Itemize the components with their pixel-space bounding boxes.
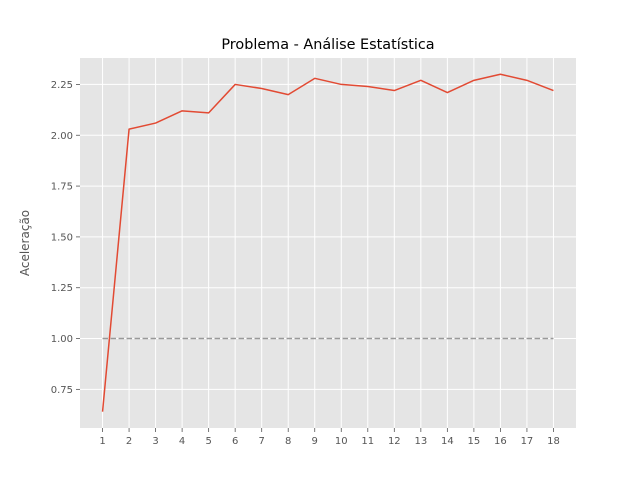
x-tick-label: 18 [547, 436, 560, 447]
x-tick-label: 17 [521, 436, 534, 447]
y-tick-label: 1.75 [51, 182, 73, 193]
x-tick-label: 10 [335, 436, 348, 447]
x-tick-label: 5 [205, 436, 211, 447]
y-axis-ticks: 0.75 1.00 1.25 1.50 1.75 2.00 2.25 [51, 80, 80, 396]
y-tick-label: 1.00 [51, 334, 73, 345]
x-tick-label: 12 [388, 436, 401, 447]
x-tick-label: 14 [441, 436, 454, 447]
x-tick-label: 16 [494, 436, 507, 447]
y-axis-label: Aceleração [18, 210, 32, 276]
series-layer [101, 73, 554, 412]
x-tick-label: 4 [179, 436, 185, 447]
x-tick-label: 1 [99, 436, 105, 447]
acceleration-series-line [101, 73, 554, 412]
chart-title: Problema - Análise Estatística [221, 37, 434, 53]
x-tick-label: 6 [232, 436, 238, 447]
y-tick-label: 0.75 [51, 385, 73, 396]
x-tick-label: 13 [414, 436, 427, 447]
x-tick-label: 2 [126, 436, 132, 447]
y-tick-label: 2.00 [51, 131, 73, 142]
x-axis-ticks: 1 2 3 4 5 6 7 8 9 10 11 12 13 14 15 16 17 18 [99, 428, 560, 447]
y-tick-label: 1.50 [51, 232, 73, 243]
plot-background [80, 58, 576, 428]
y-tick-label: 1.25 [51, 283, 73, 294]
x-tick-label: 11 [361, 436, 374, 447]
x-tick-label: 8 [285, 436, 291, 447]
x-tick-label: 9 [312, 436, 318, 447]
grid [80, 58, 576, 428]
x-tick-label: 3 [152, 436, 158, 447]
x-tick-label: 15 [468, 436, 481, 447]
y-tick-label: 2.25 [51, 80, 73, 91]
x-tick-label: 7 [259, 436, 265, 447]
